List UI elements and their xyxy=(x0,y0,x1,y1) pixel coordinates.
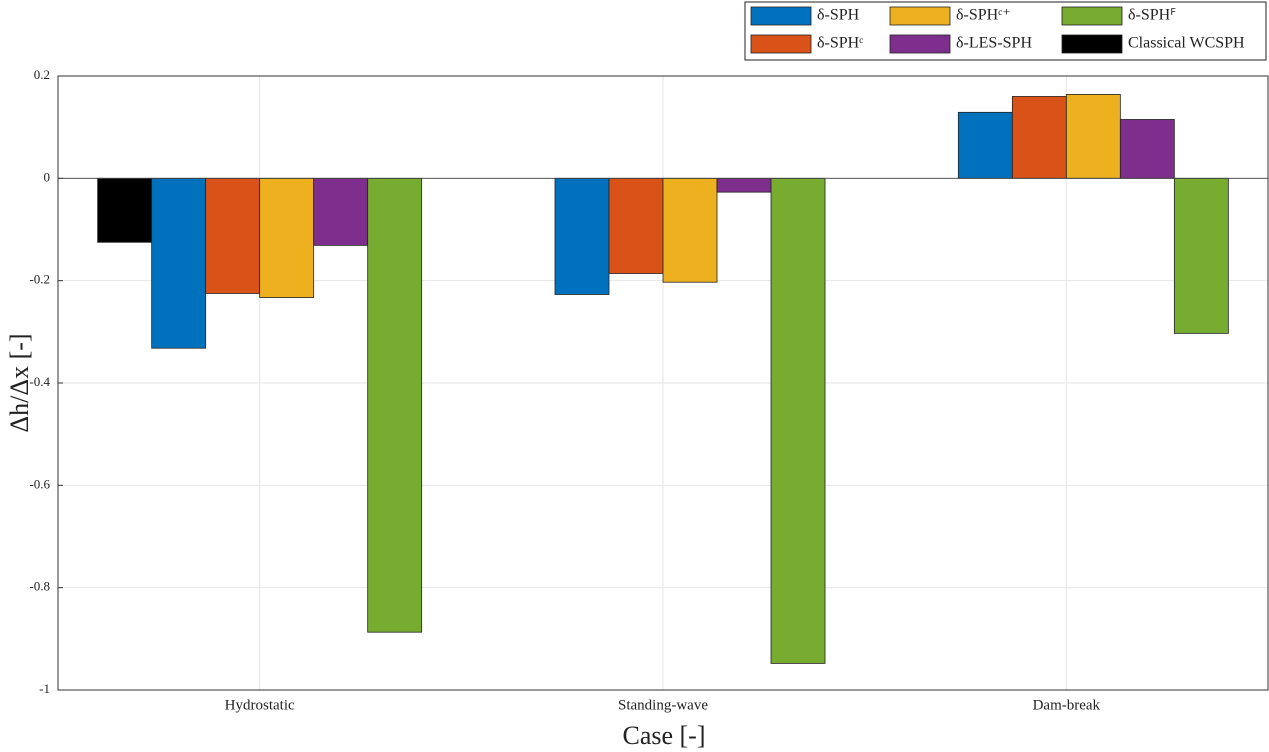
x-tick-label: Hydrostatic xyxy=(225,697,295,713)
x-tick-label: Dam-break xyxy=(1033,697,1101,713)
bar xyxy=(259,177,315,298)
y-tick-label: 0.2 xyxy=(34,67,50,82)
legend-label: δ-SPHꟳ xyxy=(1128,7,1176,24)
bar xyxy=(608,177,664,274)
x-tick-label: Standing-wave xyxy=(618,697,708,713)
bar xyxy=(1065,94,1121,179)
bar xyxy=(716,177,772,193)
legend-swatch xyxy=(889,34,951,54)
legend-swatch xyxy=(750,6,812,26)
bar xyxy=(1119,119,1175,179)
bar xyxy=(554,177,610,295)
legend-swatch xyxy=(889,6,951,26)
bar xyxy=(1173,177,1229,334)
plot-frame xyxy=(57,75,1269,691)
y-tick-label: -0.4 xyxy=(29,374,50,389)
y-tick-label: -0.2 xyxy=(29,272,50,287)
bar xyxy=(770,177,826,664)
bar xyxy=(662,177,718,283)
x-axis-label: Case [-] xyxy=(622,721,705,750)
bar xyxy=(367,177,423,633)
y-axis-label: Δh/Δx [-] xyxy=(5,333,34,432)
legend-box xyxy=(744,1,1267,61)
legend-label: Classical WCSPH xyxy=(1128,35,1245,52)
legend-swatch xyxy=(1061,34,1123,54)
legend-label: δ-SPHᶜ xyxy=(817,35,863,52)
y-tick-label: -0.6 xyxy=(29,476,50,491)
y-tick-label: -0.8 xyxy=(29,579,50,594)
bar xyxy=(97,177,153,243)
y-tick-label: -1 xyxy=(39,681,50,696)
legend-swatch xyxy=(1061,6,1123,26)
legend-swatch xyxy=(750,34,812,54)
bar xyxy=(313,177,369,246)
legend-label: δ-SPHᶜ⁺ xyxy=(956,7,1011,24)
bar xyxy=(957,111,1013,179)
bar xyxy=(1011,96,1067,179)
bar xyxy=(151,177,207,349)
legend-label: δ-SPH xyxy=(817,7,860,24)
y-tick-label: 0 xyxy=(44,169,51,184)
legend-label: δ-LES-SPH xyxy=(956,35,1032,52)
bar xyxy=(205,177,261,294)
